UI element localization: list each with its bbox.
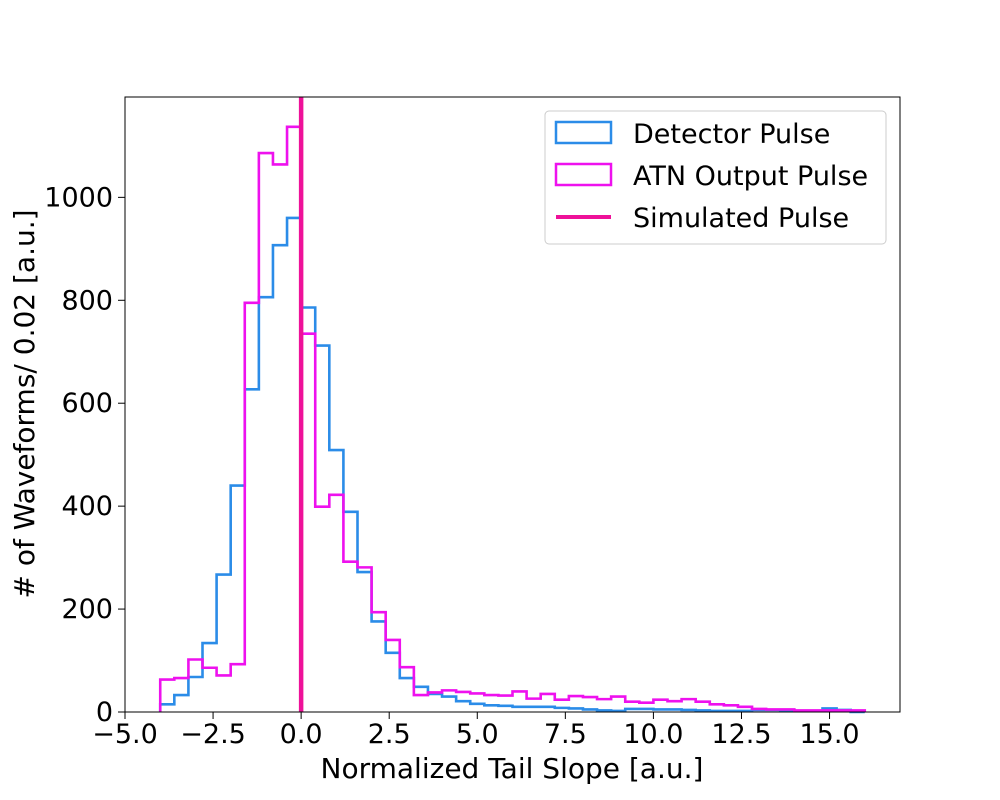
- x-axis-label: Normalized Tail Slope [a.u.]: [321, 752, 704, 785]
- x-tick-label: 0.0: [280, 719, 323, 750]
- series-layer: [158, 97, 867, 714]
- x-tick-label: −2.5: [180, 719, 246, 750]
- y-tick-label: 600: [61, 388, 113, 419]
- legend-label-simulated-pulse: Simulated Pulse: [633, 203, 849, 234]
- legend-frame: [544, 110, 887, 245]
- x-tick-label: 5.0: [456, 719, 499, 750]
- y-axis-ticks: 0 200 400 600 800 1000: [44, 182, 125, 728]
- x-tick-label: 10.0: [623, 719, 683, 750]
- y-axis-label: # of Waveforms/ 0.02 [a.u.]: [8, 209, 41, 598]
- x-tick-label: −5.0: [92, 719, 158, 750]
- x-tick-label: 15.0: [799, 719, 859, 750]
- legend-label-atn-output-pulse: ATN Output Pulse: [633, 161, 868, 192]
- y-tick-label: 200: [61, 594, 113, 625]
- legend-swatch-detector-pulse: [554, 120, 613, 145]
- x-tick-label: 12.5: [711, 719, 771, 750]
- detector-pulse-histogram: [158, 216, 865, 714]
- x-tick-label: 2.5: [368, 719, 411, 750]
- y-tick-label: 400: [61, 491, 113, 522]
- y-tick-label: 1000: [44, 182, 113, 213]
- y-tick-label: 800: [61, 285, 113, 316]
- legend: Detector Pulse ATN Output Pulse Simulate…: [544, 110, 887, 245]
- legend-label-detector-pulse: Detector Pulse: [633, 119, 830, 150]
- x-tick-label: 7.5: [544, 719, 587, 750]
- plot-frame: [124, 96, 901, 713]
- y-tick-label: 0: [96, 697, 113, 728]
- atn-output-pulse-histogram: [158, 125, 867, 712]
- x-axis-ticks: −5.0 −2.5 0.0 2.5 5.0 7.5 10.0 12.5 15.0: [92, 712, 860, 750]
- legend-swatch-atn-output-pulse: [554, 162, 613, 187]
